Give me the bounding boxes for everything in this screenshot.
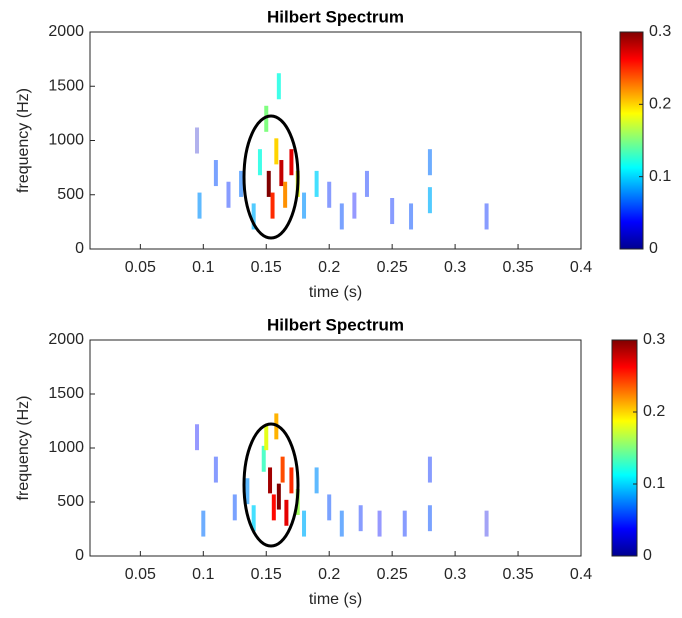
plot-frame [89,31,582,250]
spectrum-streak [195,127,200,154]
highlight-ellipse [242,422,300,548]
x-tick-label: 0.25 [377,566,408,583]
spectrum-streak [358,505,363,532]
spectrum-streak [339,203,344,230]
spectrum-streak [271,494,276,521]
spectrum-streak [484,203,489,230]
spectrum-streak [302,510,307,537]
spectrum-streak [266,170,271,197]
x-tick-label: 0.1 [192,259,214,276]
colorbar-tick-label: 0.2 [643,403,665,420]
x-tick-label: 0.3 [444,566,466,583]
y-axis-label: frequency (Hz) [15,88,32,193]
spectrum-streak [327,181,332,208]
spectrum-streak [264,424,269,451]
y-tick-label: 1000 [48,439,84,456]
x-tick-label: 0.1 [192,566,214,583]
spectrum-streak [283,181,288,208]
spectrum-streak [280,456,285,483]
spectrum-streak [427,187,432,214]
spectrum-streak [302,192,307,219]
spectrum-streak [239,170,244,197]
x-tick-label: 0.15 [251,566,282,583]
spectrum-streak [409,203,414,230]
x-axis-label: time (s) [309,284,362,301]
spectrum-streak [427,149,432,176]
spectrum-streak [284,499,289,526]
x-tick-label: 0.4 [570,566,592,583]
spectrum-streak [327,494,332,521]
colorbar [611,339,638,557]
x-tick-label: 0.2 [318,259,340,276]
spectrum-streak [484,510,489,537]
spectrum-streak [279,160,284,187]
spectrum-streak [270,192,275,219]
x-tick-label: 0.35 [502,259,533,276]
spectrum-streak [314,467,319,494]
x-tick-label: 0.05 [125,566,156,583]
spectrum-streak [364,170,369,197]
spectrum-streak [251,203,256,230]
spectrum-streak [427,456,432,483]
spectrum-streak [268,467,273,494]
plot-frame [89,339,582,557]
y-tick-label: 1500 [48,77,84,94]
spectrum-streak [245,478,250,505]
spectrum-streak [197,192,202,219]
spectrum-streak [226,181,231,208]
colorbar-tick-label: 0 [643,547,652,564]
x-tick-label: 0.2 [318,566,340,583]
spectrum-streak [427,505,432,532]
colorbar [619,31,644,250]
x-axis-label: time (s) [309,591,362,608]
chart-title: Hilbert Spectrum [267,7,404,26]
x-tick-label: 0.4 [570,259,592,276]
y-tick-label: 2000 [48,331,84,348]
y-tick-label: 1000 [48,132,84,149]
highlight-ellipse [242,114,300,240]
spectrum-streak [251,505,256,532]
spectrum-streak [276,483,281,510]
spectrum-streak [352,192,357,219]
spectrum-streak [289,149,294,176]
x-tick-label: 0.05 [125,259,156,276]
spectrum-streak [264,105,269,132]
colorbar-tick-label: 0.3 [643,331,665,348]
spectrum-streak [314,170,319,197]
y-tick-label: 500 [57,493,84,510]
x-tick-label: 0.15 [251,259,282,276]
spectrum-streak [257,149,262,176]
spectrum-streak [390,198,395,225]
x-tick-label: 0.25 [377,259,408,276]
spectrum-streak [213,456,218,483]
spectrum-streak [276,73,281,100]
colorbar-tick-label: 0 [649,240,658,257]
spectrum-streak [195,424,200,451]
colorbar-tick-label: 0.3 [649,23,671,40]
y-tick-label: 1500 [48,385,84,402]
y-tick-label: 0 [75,547,84,564]
x-tick-label: 0.3 [444,259,466,276]
x-tick-label: 0.35 [502,566,533,583]
y-tick-label: 2000 [48,23,84,40]
spectrum-streak [274,138,279,165]
spectrum-streak [213,160,218,187]
colorbar-tick-label: 0.1 [643,475,665,492]
spectrum-streak [261,445,266,472]
spectrum-streak [232,494,237,521]
spectrum-streak [377,510,382,537]
colorbar-tick-label: 0.1 [649,168,671,185]
y-tick-label: 0 [75,240,84,257]
chart-title: Hilbert Spectrum [267,315,404,334]
y-axis-label: frequency (Hz) [15,396,32,501]
spectrum-streak [201,510,206,537]
colorbar-tick-label: 0.2 [649,96,671,113]
spectrum-streak [289,467,294,494]
spectrum-streak [402,510,407,537]
y-tick-label: 500 [57,186,84,203]
spectrum-streak [339,510,344,537]
